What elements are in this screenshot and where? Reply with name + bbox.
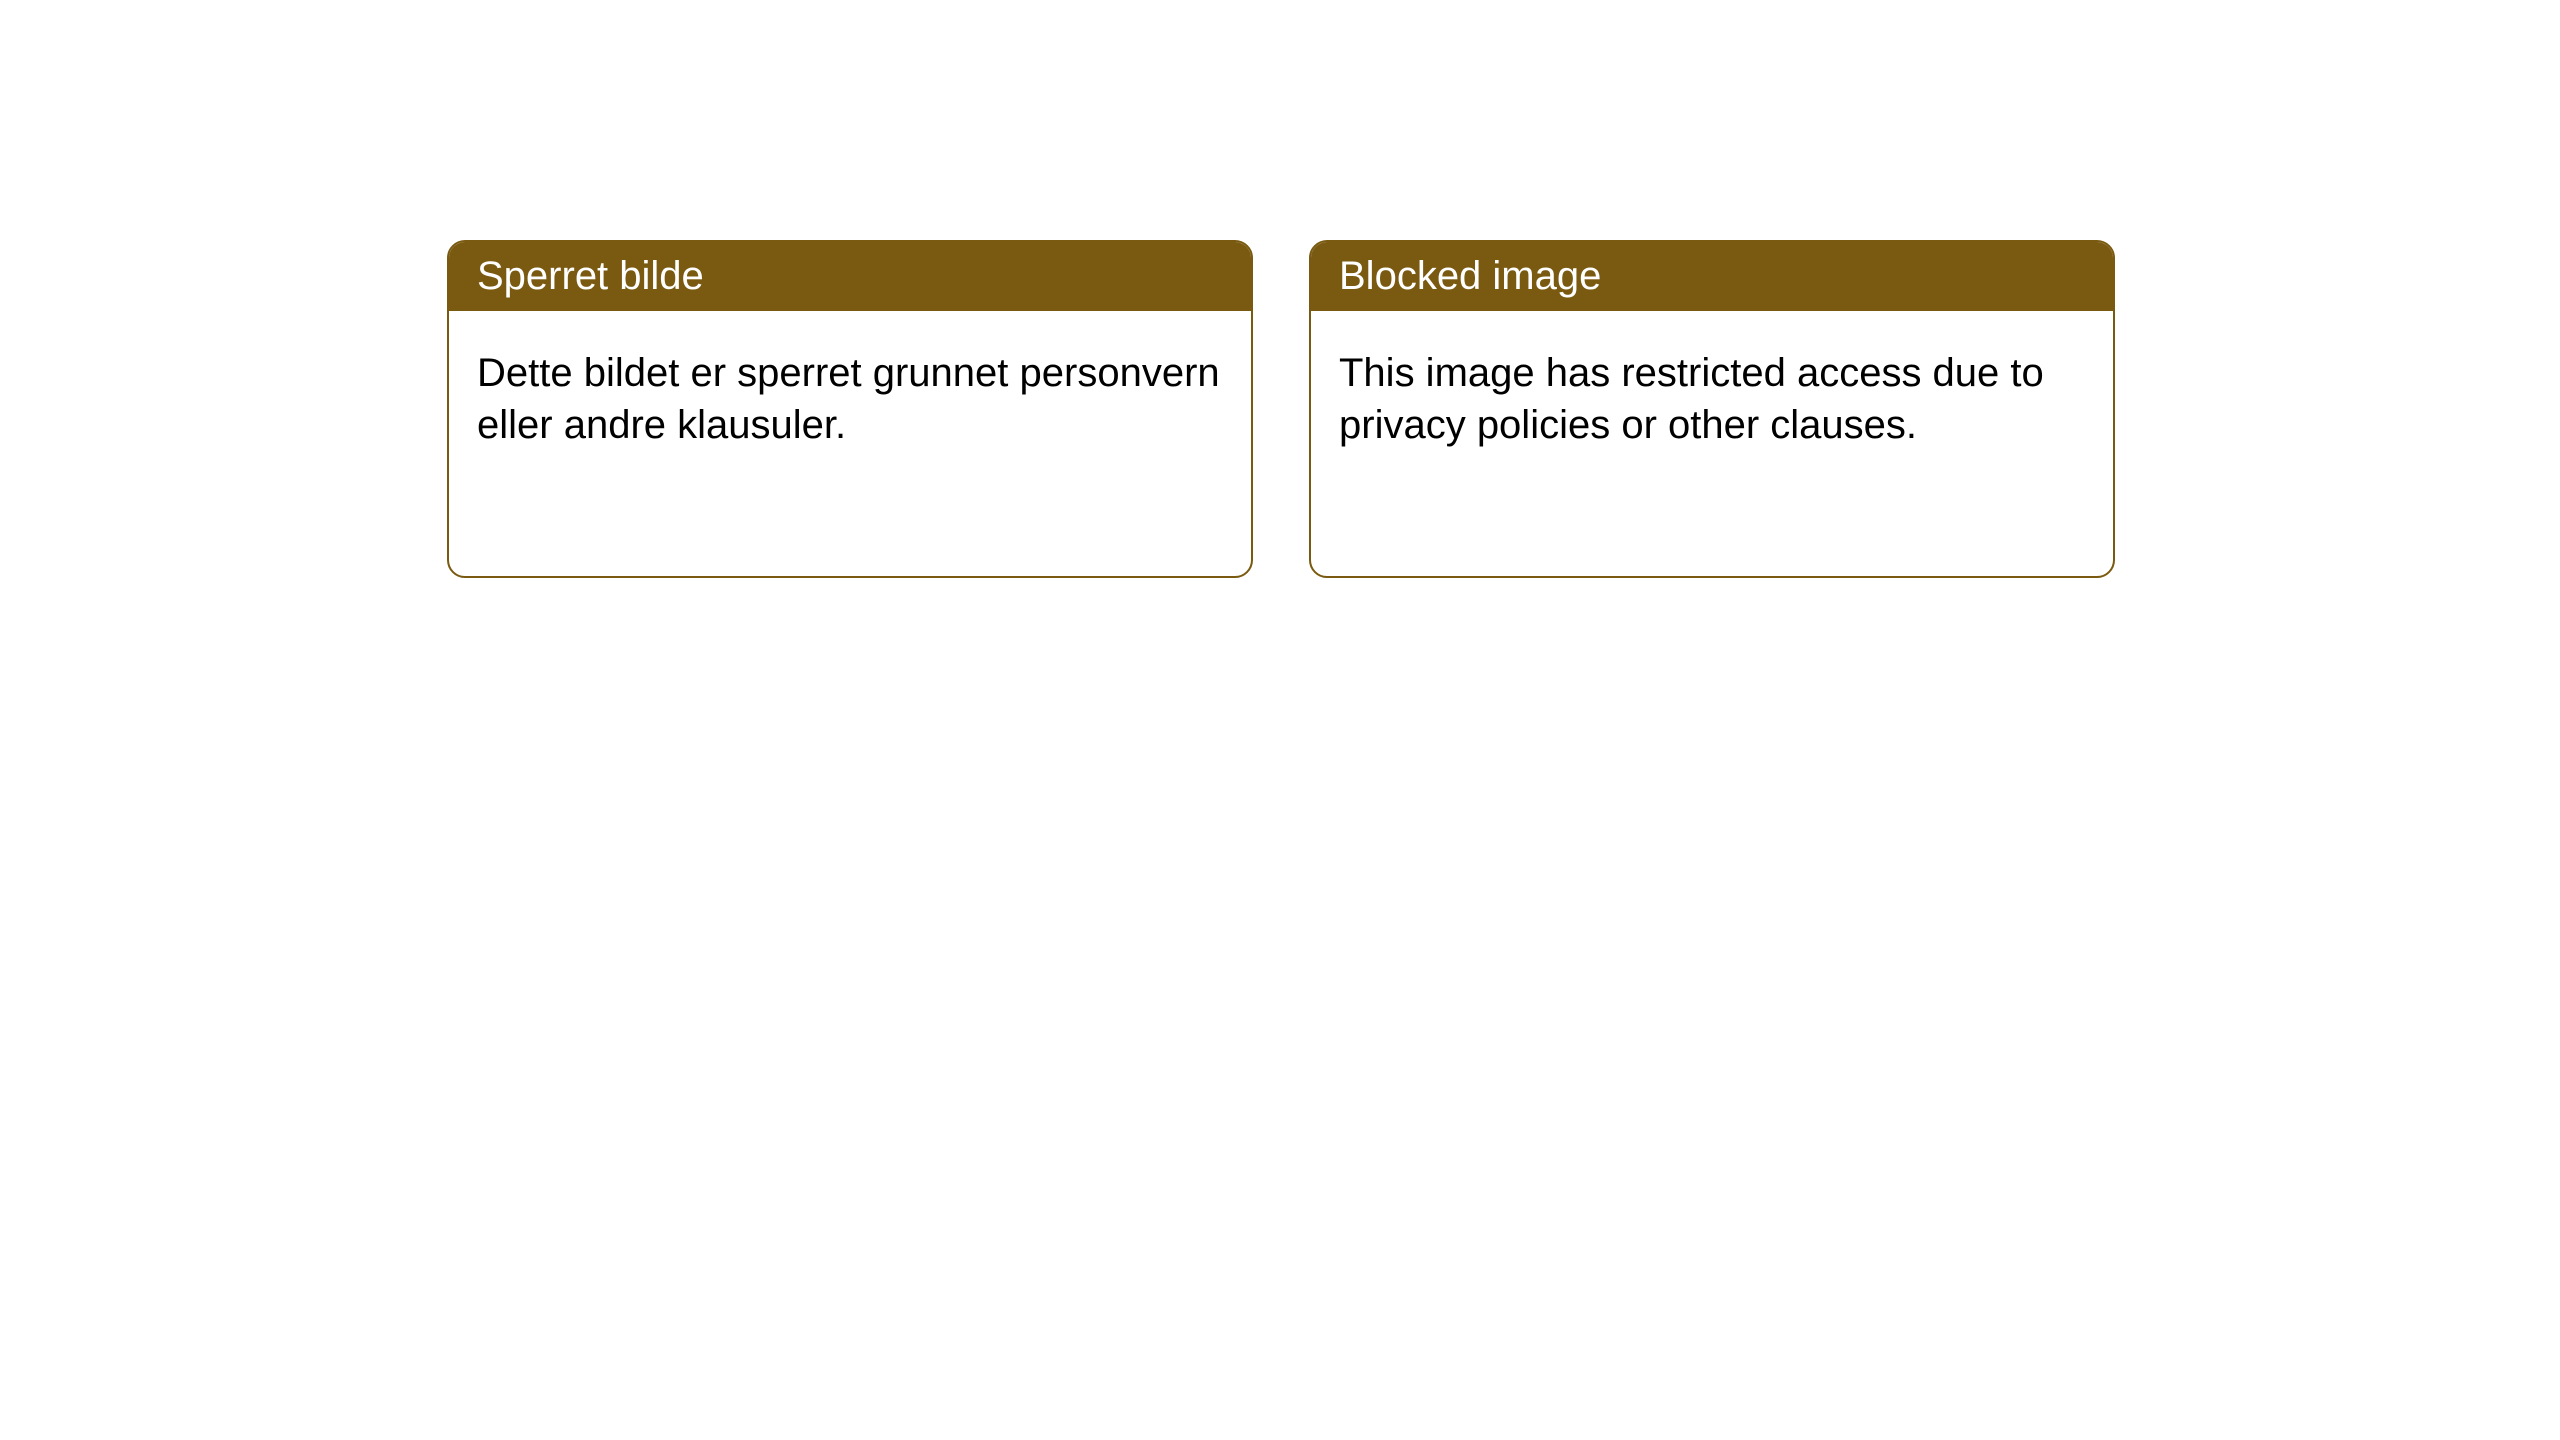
card-header-no: Sperret bilde — [449, 242, 1251, 311]
card-header-en: Blocked image — [1311, 242, 2113, 311]
blocked-image-card-en: Blocked image This image has restricted … — [1309, 240, 2115, 578]
cards-container: Sperret bilde Dette bildet er sperret gr… — [447, 240, 2115, 578]
card-body-en: This image has restricted access due to … — [1311, 311, 2113, 487]
card-body-no: Dette bildet er sperret grunnet personve… — [449, 311, 1251, 487]
blocked-image-card-no: Sperret bilde Dette bildet er sperret gr… — [447, 240, 1253, 578]
